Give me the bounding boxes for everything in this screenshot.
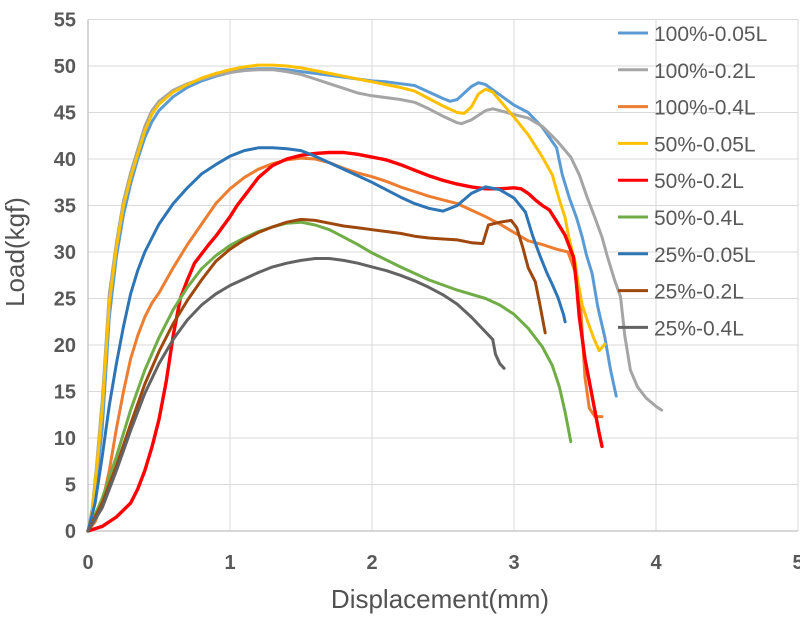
legend: 100%-0.05L 100%-0.2L 100%-0.4L 50%-0.05L 50%…: [618, 23, 767, 340]
legend-item-25%-0.2L: 25%-0.2L: [618, 281, 744, 304]
gridlines: [88, 19, 799, 531]
legend-label-50%-0.05L: 50%-0.05L: [654, 133, 756, 156]
y-tick-label-20: 20: [54, 335, 76, 357]
series-line-50%-0.05L: [86, 63, 607, 533]
y-axis-title: Load(kgf): [0, 197, 30, 307]
y-tick-label-45: 45: [54, 103, 76, 125]
series-line-50%-0.4L: [86, 220, 573, 533]
legend-label-25%-0.2L: 25%-0.2L: [654, 281, 744, 304]
legend-label-25%-0.4L: 25%-0.4L: [654, 317, 744, 340]
legend-label-100%-0.2L: 100%-0.2L: [654, 60, 756, 83]
x-tick-label-0: 0: [82, 552, 93, 574]
y-tick-label-25: 25: [54, 289, 76, 311]
y-tick-label-40: 40: [54, 149, 76, 171]
x-tick-label-1: 1: [224, 552, 235, 574]
legend-label-100%-0.05L: 100%-0.05L: [654, 23, 767, 46]
y-tick-label-50: 50: [54, 56, 76, 78]
series-line-50%-0.2L: [86, 150, 604, 533]
legend-item-100%-0.05L: 100%-0.05L: [618, 23, 767, 46]
legend-label-100%-0.4L: 100%-0.4L: [654, 97, 756, 120]
y-tick-label-0: 0: [65, 521, 76, 543]
legend-label-50%-0.2L: 50%-0.2L: [654, 170, 744, 193]
legend-item-25%-0.05L: 25%-0.05L: [618, 244, 756, 267]
y-tick-label-55: 55: [54, 10, 76, 32]
y-tick-label-5: 5: [65, 475, 76, 497]
legend-item-100%-0.4L: 100%-0.4L: [618, 97, 756, 120]
legend-item-50%-0.4L: 50%-0.4L: [618, 207, 744, 230]
y-tick-label-30: 30: [54, 242, 76, 264]
legend-item-50%-0.05L: 50%-0.05L: [618, 133, 756, 156]
legend-item-50%-0.2L: 50%-0.2L: [618, 170, 744, 193]
series-line-100%-0.2L: [86, 68, 664, 533]
x-tick-label-4: 4: [650, 552, 662, 574]
x-axis-title: Displacement(mm): [331, 584, 549, 614]
x-tick-label-3: 3: [508, 552, 519, 574]
y-tick-label-10: 10: [54, 428, 76, 450]
legend-label-25%-0.05L: 25%-0.05L: [654, 244, 756, 267]
axes: [87, 19, 798, 532]
data-series: [86, 63, 664, 533]
y-tick-label-15: 15: [54, 382, 76, 404]
legend-item-100%-0.2L: 100%-0.2L: [618, 60, 756, 83]
series-line-100%-0.05L: [86, 67, 618, 533]
x-tick-label-5: 5: [792, 552, 800, 574]
legend-item-25%-0.4L: 25%-0.4L: [618, 317, 744, 340]
legend-label-50%-0.4L: 50%-0.4L: [654, 207, 744, 230]
series-line-25%-0.2L: [86, 217, 547, 533]
x-tick-label-2: 2: [366, 552, 377, 574]
series-line-25%-0.05L: [86, 146, 567, 533]
series-line-25%-0.4L: [86, 257, 506, 533]
y-tick-label-35: 35: [54, 196, 76, 218]
